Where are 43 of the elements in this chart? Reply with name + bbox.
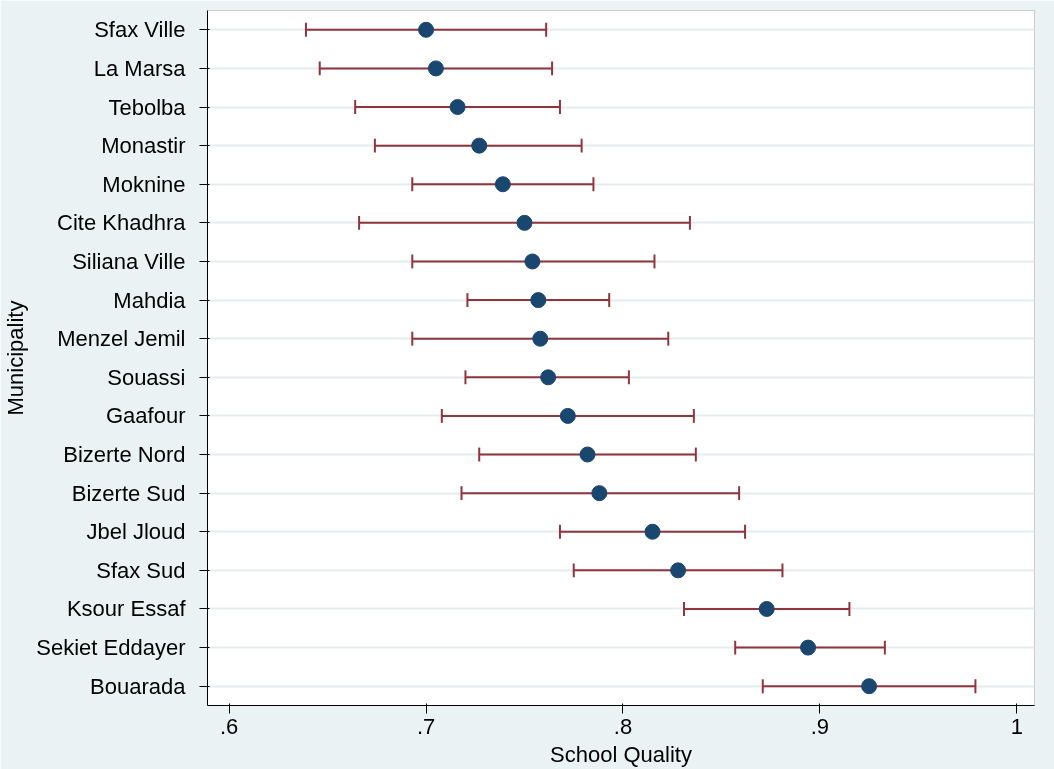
x-tick-label: 1	[1010, 713, 1023, 739]
x-tick-label: .9	[810, 713, 830, 739]
point	[670, 562, 687, 579]
y-tick-label: Sfax Sud	[96, 557, 186, 583]
y-tick-label: Bizerte Sud	[71, 480, 186, 506]
y-tick-label: Sfax Ville	[94, 17, 186, 43]
point	[471, 137, 488, 154]
point	[494, 176, 511, 193]
x-tick-label: .8	[613, 713, 633, 739]
point	[559, 407, 576, 424]
y-tick-label: Mahdia	[113, 287, 187, 313]
point	[427, 60, 444, 77]
y-tick-label: Monastir	[101, 133, 186, 159]
point	[758, 600, 775, 617]
point	[532, 330, 549, 347]
point	[861, 678, 878, 695]
y-tick-label: Bizerte Nord	[63, 442, 186, 468]
point	[540, 369, 557, 386]
y-tick-label: Jbel Jloud	[86, 519, 186, 545]
x-tick-label: .6	[219, 713, 239, 739]
y-tick-label: Tebolba	[108, 94, 187, 120]
y-tick-label: Menzel Jemil	[57, 326, 186, 352]
point	[516, 214, 533, 231]
point	[524, 253, 541, 270]
x-axis-title: School Quality	[550, 741, 692, 767]
point	[418, 21, 435, 38]
x-tick-label: .7	[416, 713, 436, 739]
y-tick-label: Souassi	[107, 364, 186, 390]
y-tick-label: Moknine	[102, 171, 186, 197]
point	[449, 99, 466, 116]
point	[530, 292, 547, 309]
y-tick-label: Bouarada	[90, 673, 187, 699]
point	[591, 485, 608, 502]
y-axis-title: Municipality	[3, 300, 29, 416]
y-tick-label: Siliana Ville	[72, 248, 186, 274]
y-tick-label: Cite Khadhra	[57, 210, 187, 236]
y-tick-label: Sekiet Eddayer	[36, 635, 186, 661]
point	[579, 446, 596, 463]
point	[644, 523, 661, 540]
y-tick-label: La Marsa	[93, 55, 187, 81]
y-tick-label: Gaafour	[106, 403, 186, 429]
y-tick-label: Ksour Essaf	[66, 596, 187, 622]
point	[800, 639, 817, 656]
